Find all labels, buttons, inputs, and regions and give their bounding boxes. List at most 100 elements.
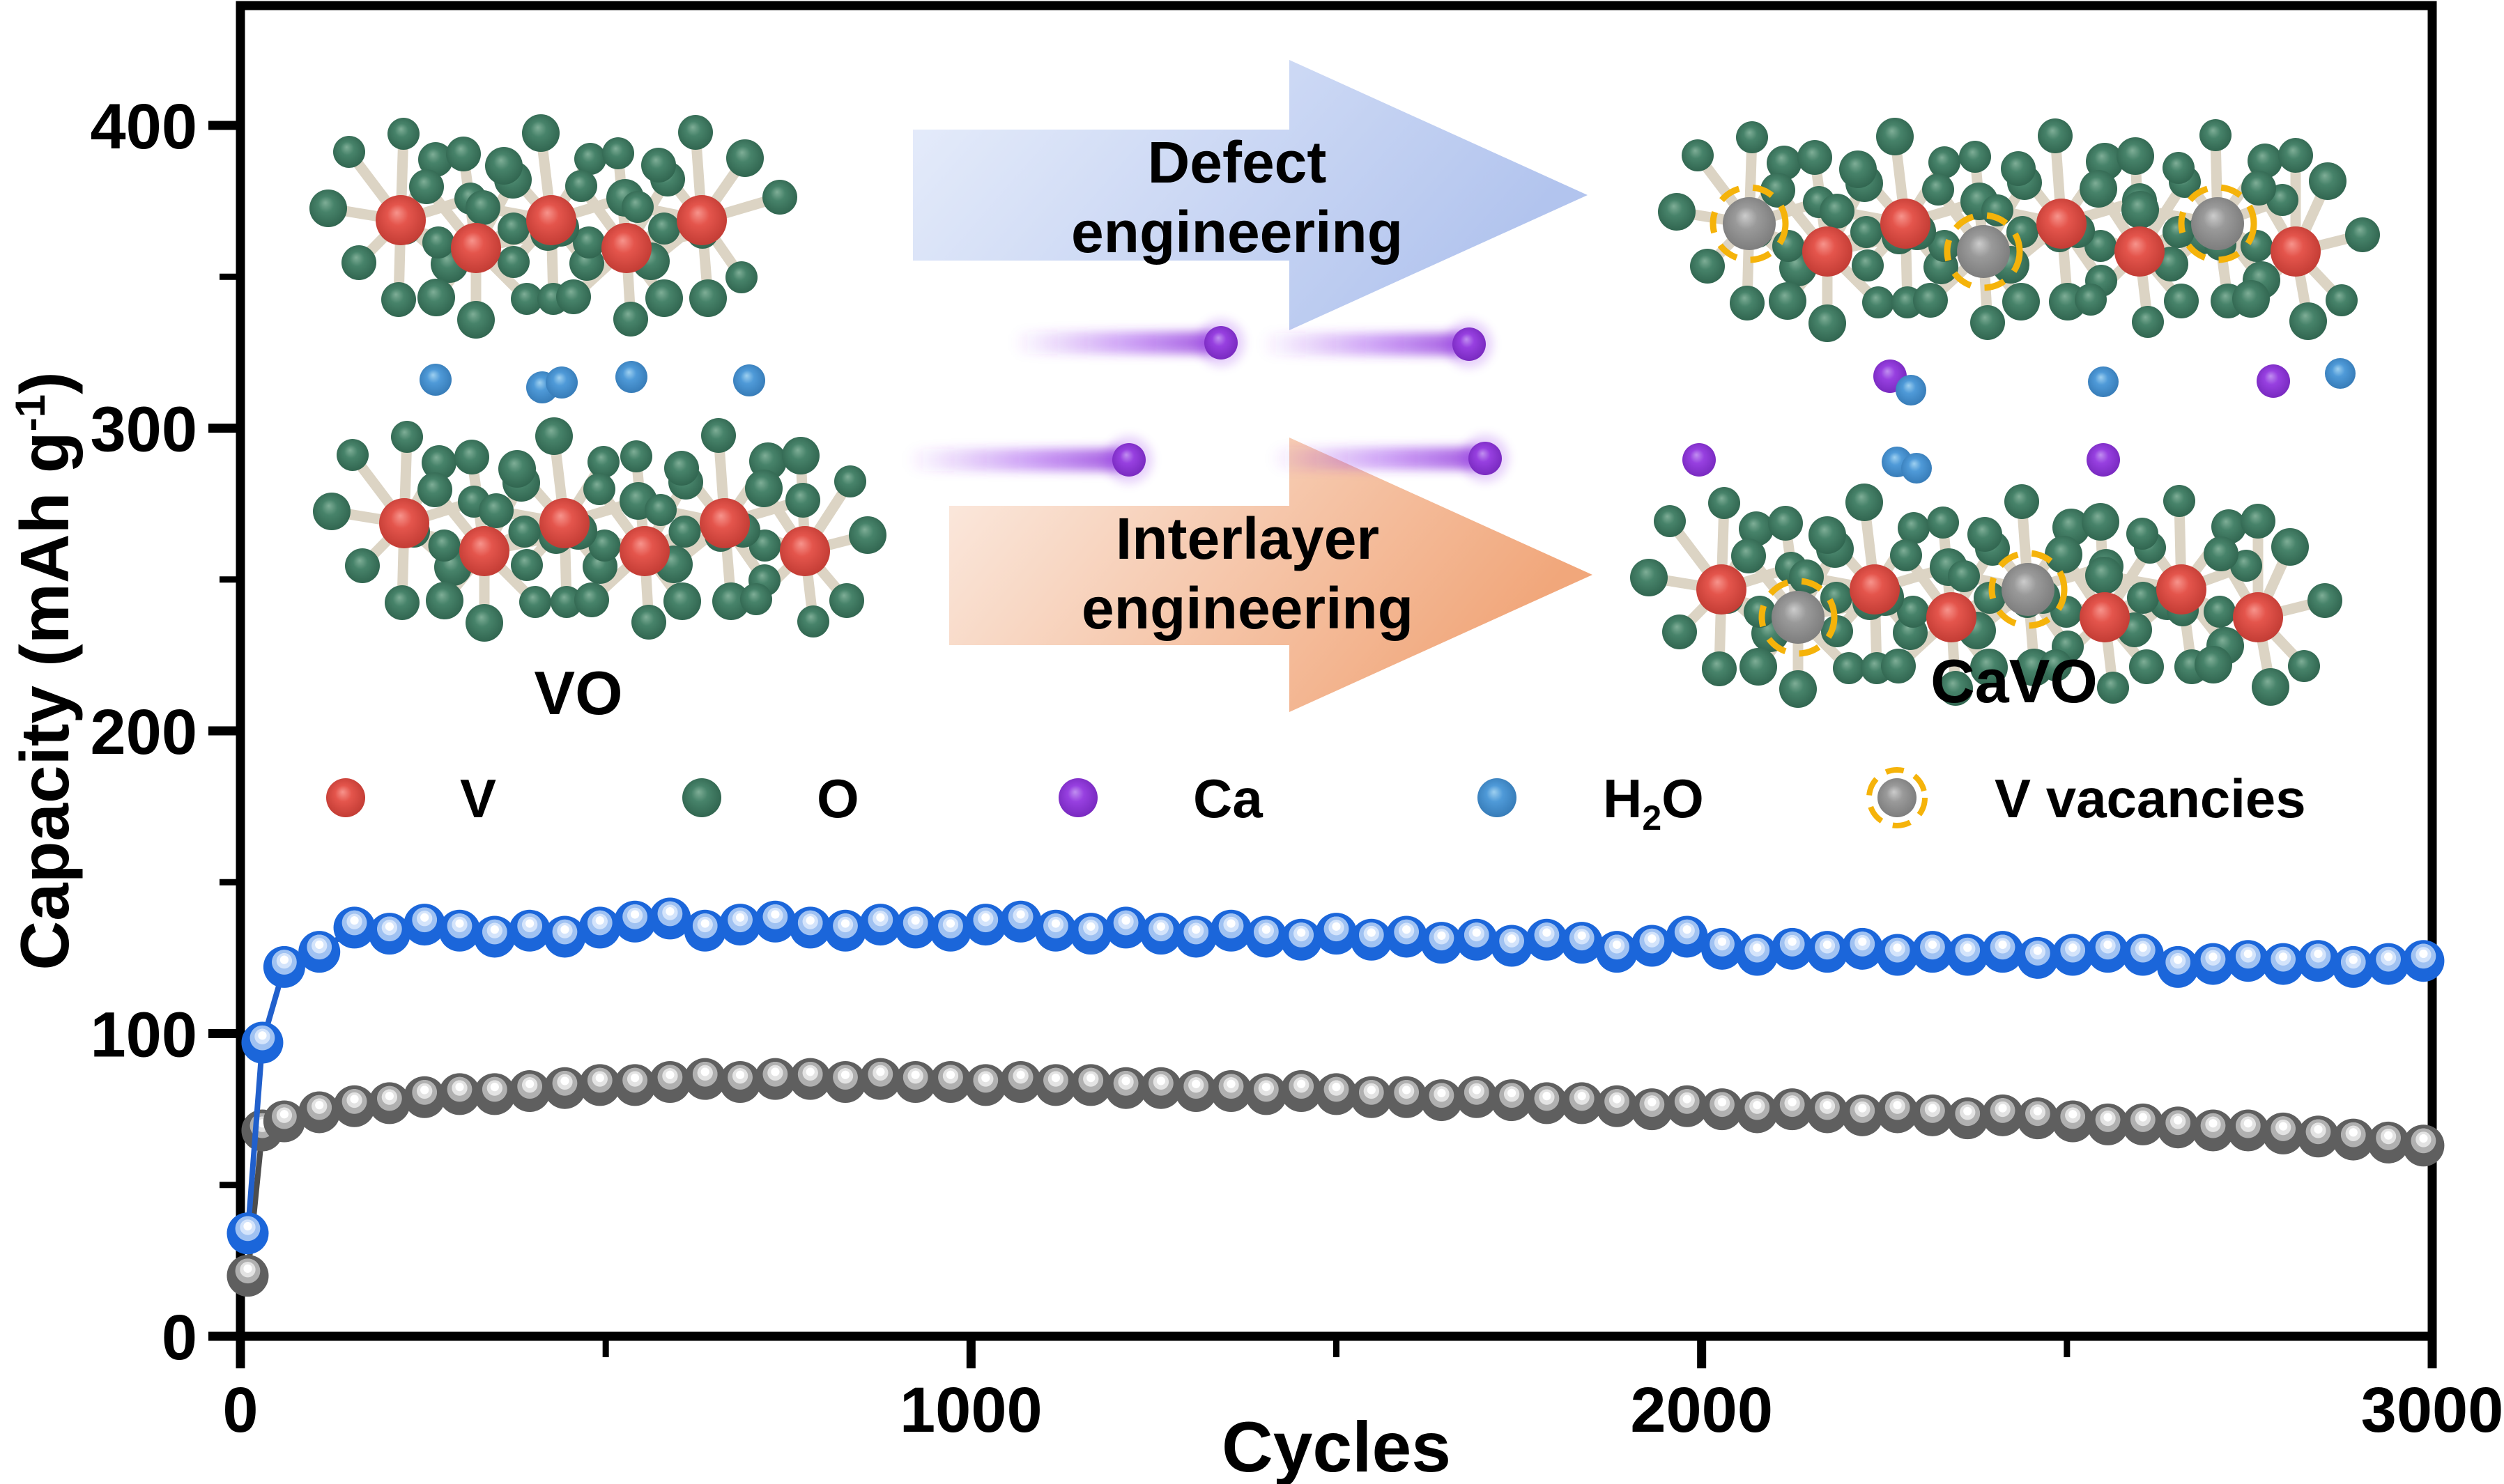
oxygen-atom [535, 417, 573, 455]
vanadium-atom [2080, 592, 2130, 642]
data-point-cavo [1139, 913, 1182, 955]
data-point-cavo [894, 906, 937, 949]
oxygen-atom [574, 582, 609, 617]
oxygen-atom [1730, 286, 1765, 320]
oxygen-atom [479, 493, 514, 528]
data-point-vo [1034, 1064, 1077, 1106]
oxygen-atom [745, 470, 783, 507]
data-point-cavo [473, 915, 516, 958]
oxygen-atom [498, 450, 536, 488]
data-point-cavo [1806, 931, 1848, 973]
interlayer-arrow-shape [949, 438, 1592, 712]
oxygen-atom [2309, 162, 2346, 200]
legend-label-part: H [1603, 768, 1642, 829]
oxygen-atom [1913, 283, 1948, 318]
vanadium-atom [780, 526, 830, 576]
oxygen-atom [385, 585, 420, 620]
data-point-cavo [859, 904, 902, 946]
vacancy-dashed-ring [1944, 212, 2023, 291]
oxygen-atom [2121, 191, 2159, 229]
vacancy-dashed-ring-icon [1866, 767, 1928, 828]
data-point-vo [1280, 1070, 1323, 1113]
data-point-cavo [2121, 934, 2164, 976]
vvac-legend-sphere-icon [1877, 778, 1917, 817]
water-molecule [1896, 375, 1926, 405]
data-point-cavo [719, 904, 762, 946]
streak-tail [1269, 447, 1485, 470]
data-point-vo [824, 1061, 867, 1104]
vanadium-atom [376, 195, 426, 245]
data-point-vo [965, 1064, 1007, 1106]
oxygen-atom [1852, 249, 1884, 281]
atom-spheres [313, 417, 886, 642]
y-axis-title-part: ) [6, 371, 83, 394]
oxygen-atom [2204, 536, 2238, 571]
data-point-vo [684, 1058, 726, 1100]
data-point-vo [1631, 1088, 1673, 1131]
data-point-cavo [1210, 909, 1252, 952]
atom-spheres [1658, 118, 2380, 342]
water-molecule [733, 364, 765, 396]
data-point-cavo [2402, 940, 2445, 982]
data-point-vo [1876, 1091, 1919, 1134]
oxygen-atom [2085, 557, 2123, 594]
data-point-cavo [684, 909, 726, 952]
bridging-oxygen-atom [573, 226, 605, 258]
data-point-vo [1245, 1073, 1287, 1115]
oxygen-atom [726, 139, 764, 177]
data-point-vo [1070, 1064, 1112, 1106]
bridging-oxygen-atom [508, 516, 541, 548]
oxygen-atom [1821, 615, 1853, 647]
data-point-vo [2016, 1097, 2059, 1140]
bridging-oxygen-atom [498, 212, 530, 245]
oxygen-atom [454, 440, 489, 474]
oxygen-atom [641, 148, 676, 183]
data-point-vo [2262, 1112, 2305, 1154]
data-point-vo [2227, 1109, 2269, 1152]
bridging-oxygen-atom [668, 516, 701, 548]
oxygen-atom [409, 169, 444, 204]
legend-label-part: 2 [1642, 798, 1661, 837]
oxygen-atom [1928, 146, 1960, 178]
data-point-vo [1315, 1073, 1358, 1115]
oxygen-atom [1736, 121, 1768, 153]
data-point-vo [1666, 1085, 1708, 1127]
data-point-vo [894, 1061, 937, 1104]
bridging-oxygen-atom [428, 530, 461, 562]
y-tick-label-300: 300 [91, 394, 198, 465]
legend-label-vvac: V vacancies [1995, 768, 2306, 829]
streak-head-calcium-ion [1468, 442, 1502, 475]
legend-label-v: V [460, 768, 496, 829]
data-point-vo [438, 1073, 481, 1115]
x-tick-label-1000: 1000 [900, 1375, 1043, 1446]
oxygen-atom [574, 143, 606, 175]
data-point-vo [1175, 1070, 1218, 1113]
oxygen-atom [2326, 284, 2358, 316]
defect-arrow-text-line2: engineering [1071, 199, 1403, 265]
cavo-layer-0 [1658, 118, 2380, 342]
x-tick-label-2000: 2000 [1630, 1375, 1773, 1446]
data-point-cavo [241, 1021, 284, 1064]
streak-head-calcium-ion [1452, 327, 1486, 361]
x-tick-label-0: 0 [222, 1375, 258, 1446]
oxygen-atom [1702, 651, 1737, 686]
data-point-cavo [1911, 931, 1953, 973]
x-tick-label-3000: 3000 [2361, 1375, 2504, 1446]
streak-tail [906, 449, 1129, 471]
data-point-cavo [1526, 918, 1568, 961]
vanadium-atom [539, 498, 590, 548]
oxygen-atom [1682, 139, 1714, 171]
oxygen-atom [1981, 194, 2013, 226]
data-point-vo [929, 1061, 971, 1104]
data-point-cavo [1385, 915, 1428, 958]
oxygen-atom [522, 114, 560, 152]
oxygen-atom [1970, 305, 2005, 340]
oxygen-atom [391, 421, 423, 453]
vacancy-dashed-ring [2178, 184, 2257, 263]
oxygen-atom [426, 582, 463, 619]
data-point-vo [1981, 1094, 2024, 1136]
v-vacancy-atom [1723, 197, 1776, 250]
ca-legend-sphere-icon [1059, 778, 1098, 817]
vanadium-atom [620, 526, 670, 576]
